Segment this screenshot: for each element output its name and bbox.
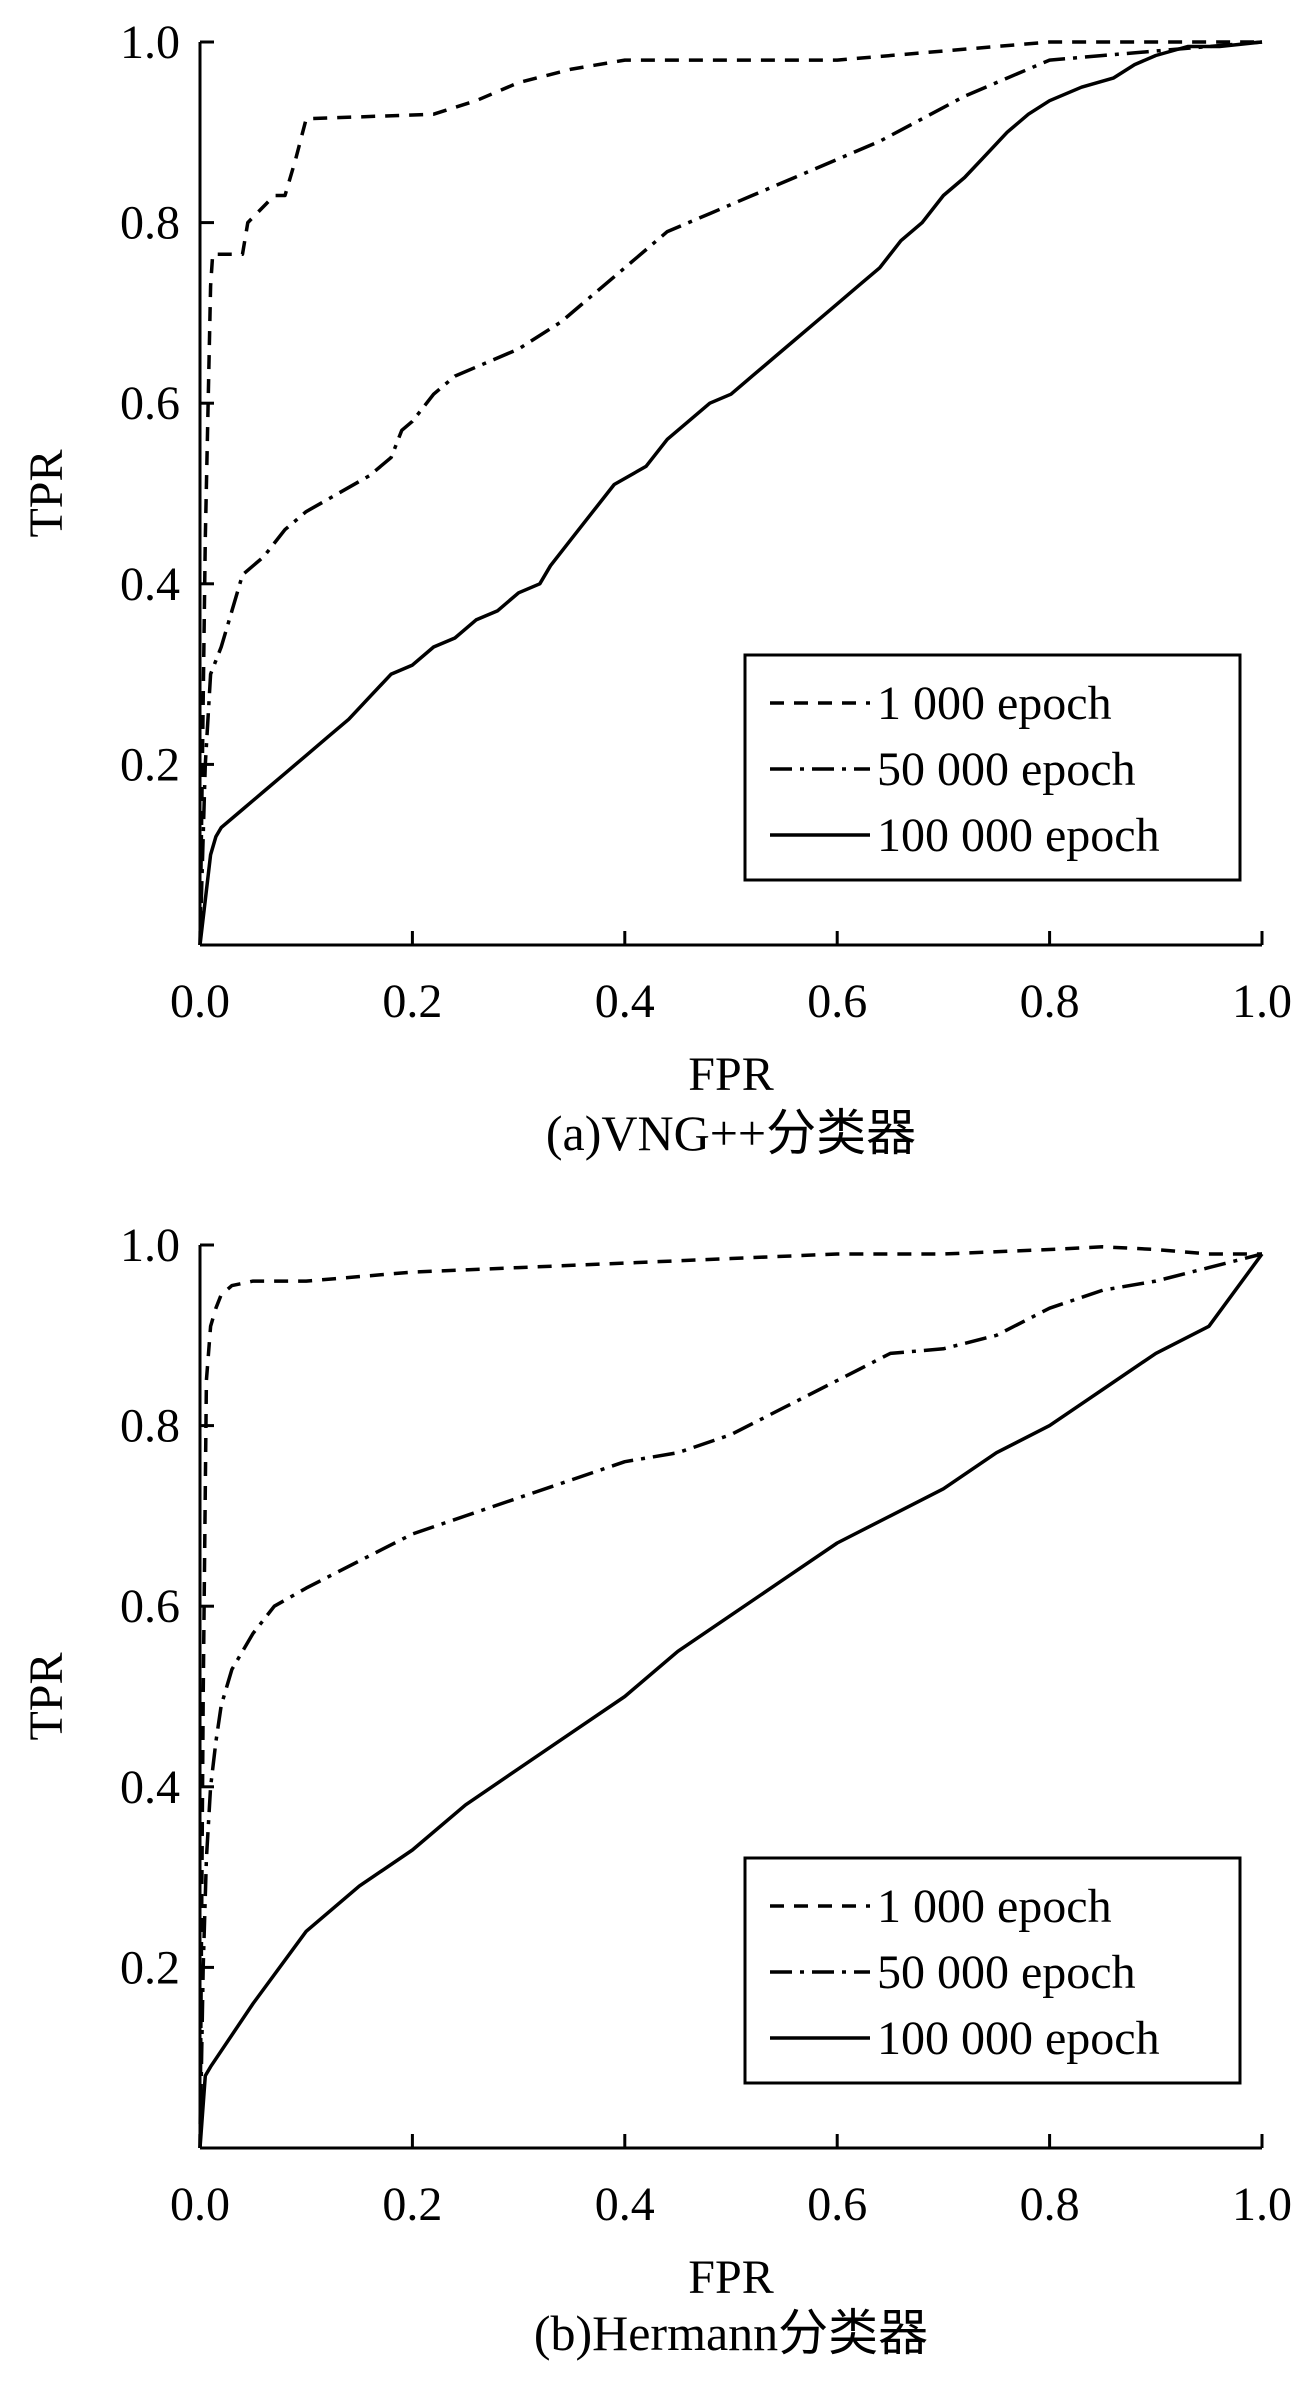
legend-label: 100 000 epoch [877, 809, 1160, 862]
y-axis-title: TPR [20, 449, 73, 537]
chart-panel-b: 0.0 0.2 0.4 0.6 0.8 1.0 0.2 0.4 0.6 0.8 1.0 FPR TPR 1… [20, 1219, 1292, 2361]
legend-label: 1 000 epoch [877, 1880, 1112, 1933]
y-tick-label: 0.4 [120, 1761, 180, 1814]
y-tick-label: 0.2 [120, 1941, 180, 1994]
chart-caption: (a)VNG++分类器 [546, 1105, 916, 1161]
legend-label: 50 000 epoch [877, 1946, 1136, 1999]
x-tick-label: 0.6 [807, 975, 867, 1028]
legend-label: 50 000 epoch [877, 743, 1136, 796]
x-tick-label: 1.0 [1232, 975, 1292, 1028]
series-line-dashdot [198, 40, 1263, 946]
legend: 1 000 epoch 50 000 epoch 100 000 epoch [743, 653, 1242, 882]
x-tick-label: 0.8 [1020, 2178, 1080, 2231]
series-line-dashed [198, 1245, 1262, 2149]
y-axis-title: TPR [20, 1652, 73, 1740]
y-tick-label: 0.2 [120, 738, 180, 791]
x-tick-label: 0.0 [170, 2178, 230, 2231]
x-tick-label: 0.8 [1020, 975, 1080, 1028]
x-tick-label: 0.0 [170, 975, 230, 1028]
x-axis-title: FPR [688, 2251, 773, 2304]
chart-panel-a: 0.0 0.2 0.4 0.6 0.8 1.0 0.2 0.4 0.6 0.8 1.0 FPR TPR 1… [20, 16, 1292, 1161]
legend-label: 100 000 epoch [877, 2012, 1160, 2065]
x-tick-label: 0.4 [595, 975, 655, 1028]
series-line-solid [198, 1252, 1264, 2149]
x-axis-title: FPR [688, 1048, 773, 1101]
series-line-solid [198, 40, 1263, 946]
x-tick-label: 0.4 [595, 2178, 655, 2231]
y-tick-label: 0.8 [120, 1400, 180, 1453]
y-tick-label: 0.6 [120, 1580, 180, 1633]
y-tick-label: 0.4 [120, 558, 180, 611]
x-tick-label: 0.6 [807, 2178, 867, 2231]
x-tick-label: 0.2 [382, 2178, 442, 2231]
x-tick-label: 0.2 [382, 975, 442, 1028]
legend: 1 000 epoch 50 000 epoch 100 000 epoch [743, 1856, 1242, 2085]
y-tick-label: 1.0 [120, 16, 180, 69]
y-tick-label: 1.0 [120, 1219, 180, 1272]
series-line-dashdot [198, 1252, 1263, 2149]
y-tick-label: 0.8 [120, 197, 180, 250]
legend-label: 1 000 epoch [877, 677, 1112, 730]
x-tick-label: 1.0 [1232, 2178, 1292, 2231]
chart-caption: (b)Hermann分类器 [534, 2305, 928, 2361]
y-tick-label: 0.6 [120, 377, 180, 430]
